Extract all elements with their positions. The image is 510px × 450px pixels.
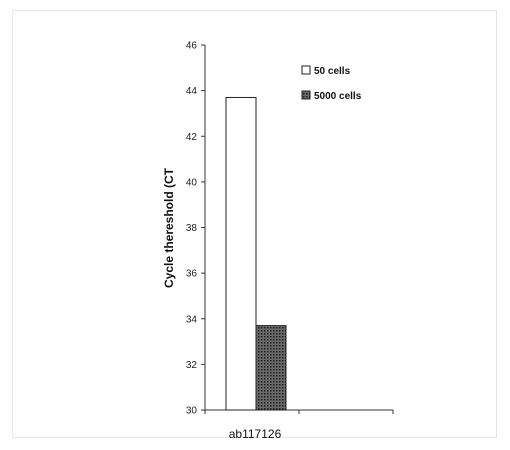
y-tick-label: 30 — [186, 406, 198, 417]
legend-swatch — [301, 90, 311, 100]
y-tick-label: 36 — [186, 269, 198, 280]
legend-label: 5000 cells — [314, 91, 362, 102]
y-tick-label: 38 — [186, 223, 198, 234]
y-tick-label: 46 — [186, 41, 198, 52]
y-tick-label: 44 — [186, 86, 198, 97]
y-tick-label: 40 — [186, 177, 198, 188]
x-tick-label: ab117126 — [229, 427, 282, 441]
legend-label: 50 cells — [314, 66, 351, 77]
legend: 50 cells 5000 cells — [301, 65, 362, 102]
bar-50-cells — [225, 96, 257, 411]
bar-5000-cells — [255, 325, 287, 411]
labels: 30 32 34 36 38 40 42 44 46 ab117126 Cycle theresho… — [162, 41, 282, 442]
y-tick-label: 34 — [186, 314, 198, 325]
y-axis-label: Cycle thereshold (CT — [162, 167, 176, 288]
y-tick-label: 42 — [186, 132, 198, 143]
y-tick-label: 32 — [186, 360, 198, 371]
bars — [225, 96, 287, 411]
legend-swatch — [301, 65, 311, 75]
